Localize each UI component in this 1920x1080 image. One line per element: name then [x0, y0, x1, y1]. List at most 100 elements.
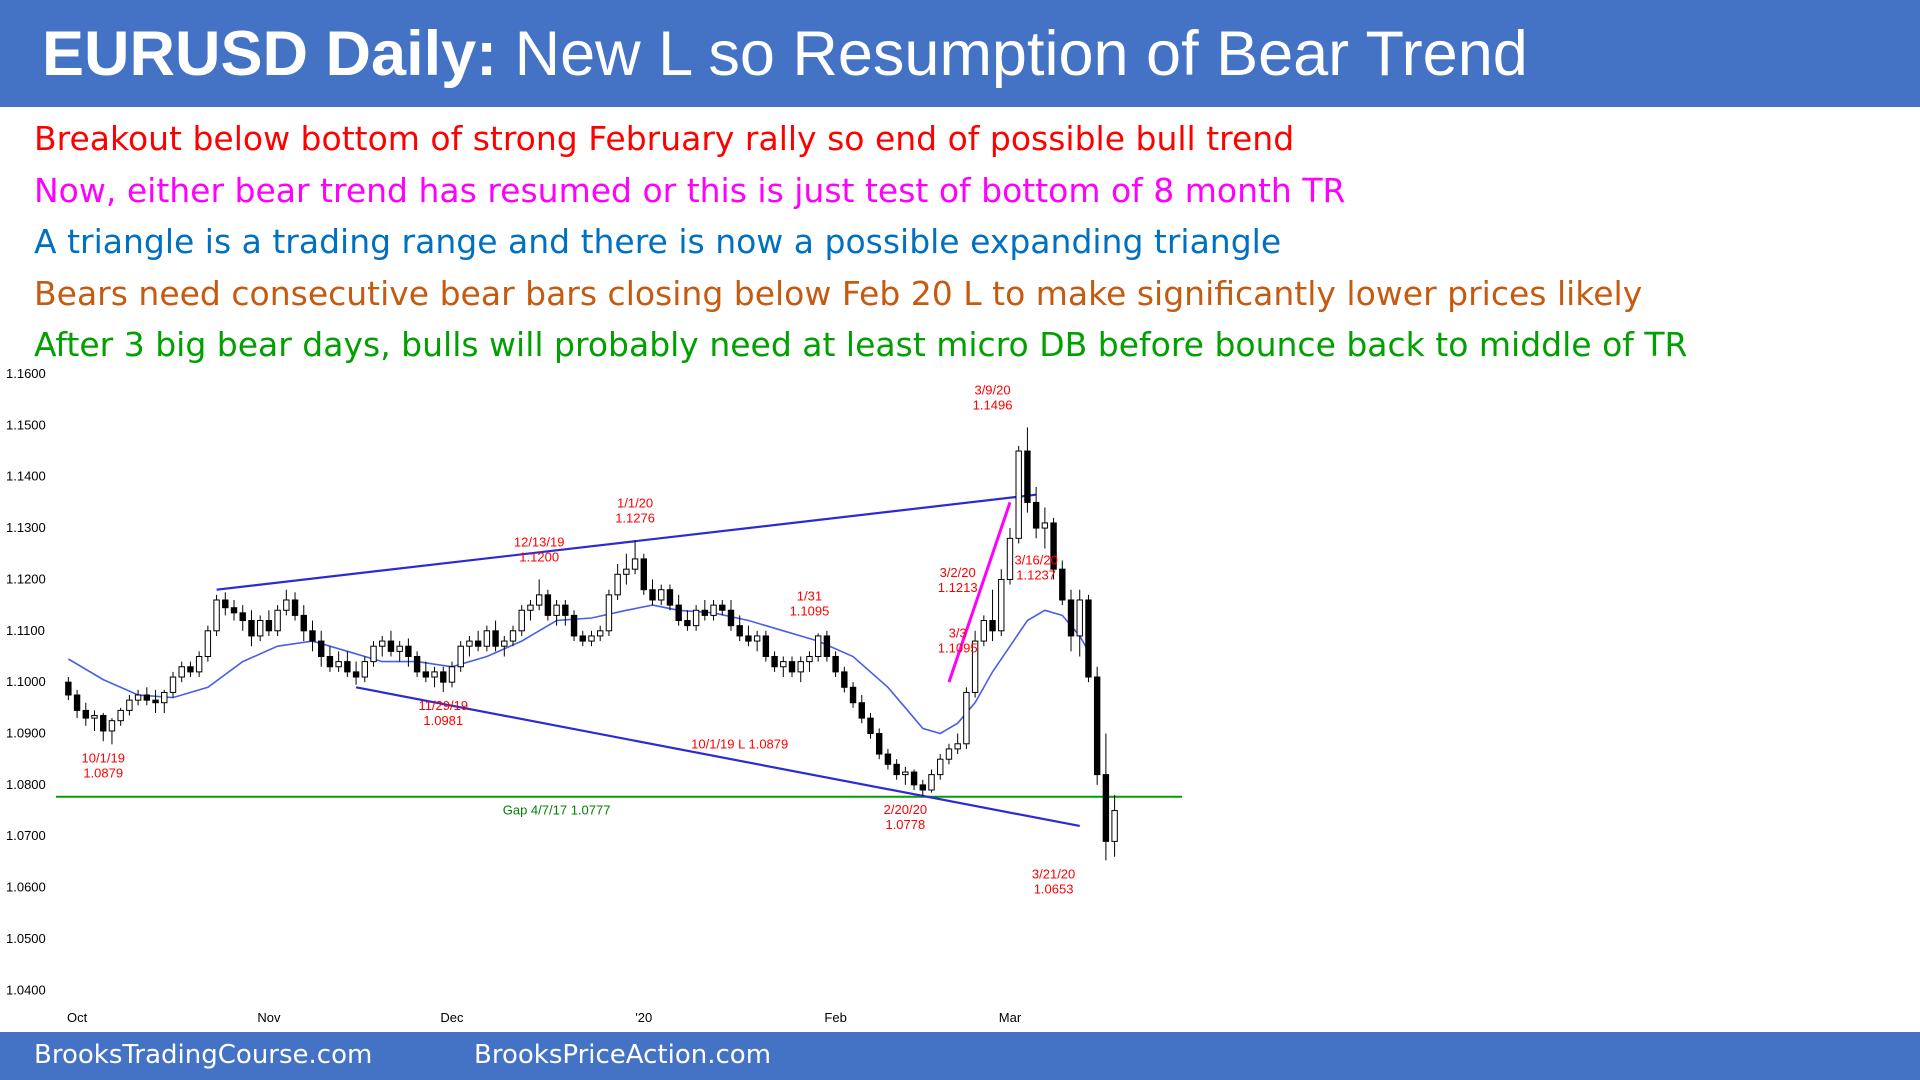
y-tick-label: 1.1100	[6, 623, 45, 638]
candle-bull	[631, 558, 639, 570]
candle-bear	[876, 733, 883, 755]
candle-bull	[335, 661, 342, 668]
candle-bull	[806, 655, 813, 663]
candle-bear	[248, 620, 255, 637]
candle-bear	[318, 640, 325, 657]
commentary-line-2: Now, either bear trend has resumed or th…	[34, 170, 1346, 210]
candle-bear	[884, 753, 892, 765]
footer-left-link[interactable]: BrooksTradingCourse.com	[34, 1040, 373, 1070]
candle-bull	[361, 661, 368, 678]
annotation-label: 10/1/19	[82, 750, 125, 765]
candle-bull	[658, 589, 665, 601]
candle-bear	[387, 640, 395, 652]
annotation-label: 1.1200	[519, 549, 559, 564]
title-rest: New L so Resumption of Bear Trend	[497, 19, 1528, 89]
candle-bear	[666, 589, 674, 606]
candle-bear	[858, 702, 865, 719]
annotation-label: 3/3	[949, 625, 967, 640]
candle-bear	[1024, 450, 1031, 503]
candle-bear	[413, 655, 421, 673]
candle-bull	[692, 609, 700, 627]
candle-bear	[422, 671, 430, 678]
candle-bear	[143, 694, 151, 701]
candle-bull	[588, 635, 595, 642]
candle-bull	[483, 630, 491, 647]
candle-bull	[1076, 599, 1083, 637]
candle-bull	[753, 635, 761, 642]
y-tick-label: 1.0800	[6, 777, 46, 792]
candle-bull	[126, 699, 133, 711]
candle-bear	[719, 604, 726, 611]
candle-bull	[780, 661, 787, 668]
candle-bull	[108, 720, 116, 732]
header-bar: EURUSD Daily: New L so Resumption of Bea…	[0, 0, 1920, 107]
candle-bear	[579, 635, 586, 642]
candle-bear	[684, 620, 691, 627]
candle-bear	[152, 699, 159, 704]
annotation-label: 12/13/19	[514, 534, 565, 549]
y-tick-label: 1.0900	[6, 726, 46, 741]
candle-bull	[1111, 810, 1118, 842]
candle-bear	[771, 655, 778, 668]
candle-bear	[100, 715, 107, 732]
candle-bear	[989, 620, 996, 632]
annotation-label: 1.0879	[83, 765, 123, 780]
candle-bear	[492, 630, 499, 647]
gap-label: Gap 4/7/17 1.0777	[503, 803, 611, 818]
candle-bull	[614, 573, 621, 596]
candle-bear	[344, 661, 351, 673]
y-tick-label: 1.1500	[6, 417, 46, 432]
candle-bull	[937, 758, 944, 776]
candle-bear	[1102, 774, 1110, 842]
candle-bear	[701, 609, 709, 616]
candle-bear	[823, 635, 831, 657]
candle-bull	[963, 691, 970, 745]
candle-bear	[562, 604, 569, 616]
x-tick-label: Feb	[824, 1010, 846, 1025]
candle-bear	[745, 635, 752, 642]
candle-bear	[867, 717, 874, 735]
candle-bull	[466, 640, 473, 647]
annotation-label: 1.0981	[423, 713, 463, 728]
annotation-label: 1.1095	[938, 640, 978, 655]
candle-bull	[998, 578, 1005, 632]
candle-bear	[675, 604, 682, 622]
annotation-label: 1.1213	[938, 580, 978, 595]
footer-right-link[interactable]: BrooksPriceAction.com	[474, 1040, 772, 1070]
candle-bear	[649, 589, 656, 601]
candle-bull	[509, 630, 517, 642]
candle-bull	[370, 645, 377, 663]
candle-bull	[623, 568, 630, 575]
candle-bear	[727, 609, 735, 627]
moving-average-line	[67, 604, 1090, 735]
annotation-label: 1.1237	[1016, 567, 1056, 582]
annotation-label: 1.1496	[973, 397, 1013, 412]
candle-bear	[893, 763, 900, 776]
candle-bear	[239, 612, 246, 622]
annotation-label: 2/20/20	[884, 802, 927, 817]
annotation-label: 3/9/20	[974, 382, 1010, 397]
candle-bull	[501, 640, 508, 647]
footer-bar: BrooksTradingCourse.com BrooksPriceActio…	[0, 1032, 1920, 1080]
commentary-line-4: Bears need consecutive bear bars closing…	[34, 273, 1643, 313]
candle-bull	[178, 666, 185, 678]
candle-bear	[1050, 522, 1057, 570]
spike-trendline	[947, 501, 1012, 683]
candle-bull	[1006, 537, 1014, 580]
candle-bull	[204, 630, 212, 657]
candle-bull	[797, 661, 804, 673]
candle-bear	[405, 645, 412, 657]
annotation-label: 11/29/19	[418, 698, 468, 713]
candle-bull	[91, 715, 98, 719]
candle-bull	[605, 594, 613, 632]
candle-bull	[1041, 522, 1049, 529]
candle-bear	[352, 671, 360, 678]
candle-bull	[971, 640, 979, 693]
candle-bear	[570, 614, 578, 637]
y-tick-label: 1.1000	[6, 674, 46, 689]
candle-bear	[187, 666, 194, 673]
title-bold: EURUSD Daily:	[42, 19, 498, 89]
annotation-label: 3/21/20	[1032, 866, 1075, 881]
y-tick-label: 1.0400	[6, 982, 46, 997]
candle-bull	[213, 599, 220, 632]
